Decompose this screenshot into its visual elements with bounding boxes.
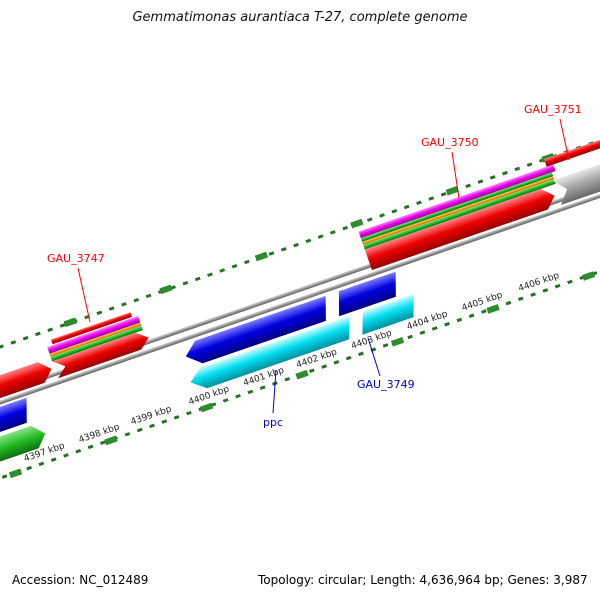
status-summary: Topology: circular; Length: 4,636,964 bp… xyxy=(258,573,588,587)
feature-label-GAU_3751[interactable]: GAU_3751 xyxy=(524,103,582,116)
feature-label-GAU_3749[interactable]: GAU_3749 xyxy=(357,378,415,391)
feature-label-ppc[interactable]: ppc xyxy=(263,416,284,429)
status-accession: Accession: NC_012489 xyxy=(12,573,149,587)
genome-title: Gemmatimonas aurantiaca T-27, complete g… xyxy=(132,10,468,25)
feature-label-GAU_3750[interactable]: GAU_3750 xyxy=(421,136,479,149)
feature-label-GAU_3747[interactable]: GAU_3747 xyxy=(47,252,105,265)
